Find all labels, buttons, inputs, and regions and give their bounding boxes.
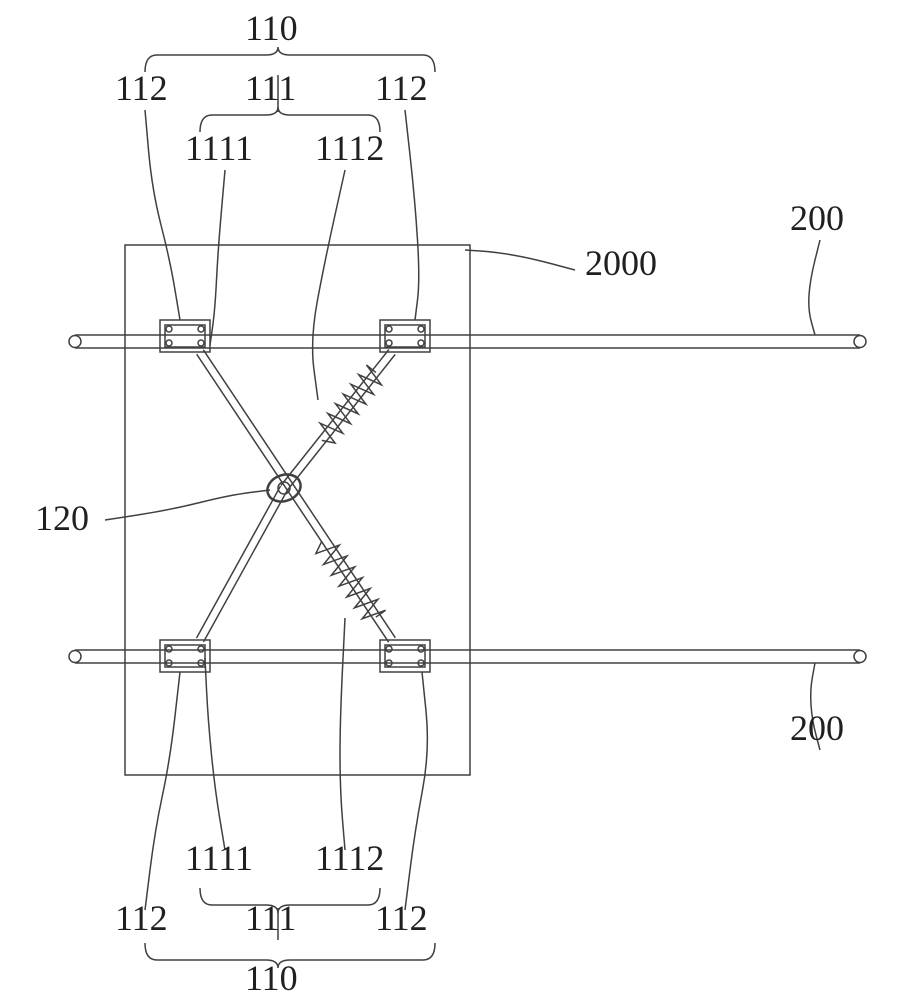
leader-top_112_l (145, 110, 180, 320)
label-r_200_l: 200 (790, 708, 844, 748)
leader-bot_112_r (405, 672, 427, 910)
leader-r_200_u (809, 240, 820, 335)
leader-bot_1111 (205, 658, 225, 850)
label-bot_112_r: 112 (375, 898, 428, 938)
label-top_112_r: 112 (375, 68, 428, 108)
label-top_1111: 1111 (185, 128, 253, 168)
label-top_112_l: 112 (115, 68, 168, 108)
leader-l_120 (105, 490, 270, 520)
label-top_111: 111 (245, 68, 296, 108)
leader-top_112_r (405, 110, 419, 320)
label-bot_1111: 1111 (185, 838, 253, 878)
label-bot_1112: 1112 (315, 838, 384, 878)
label-r_2000: 2000 (585, 243, 657, 283)
label-top_1112: 1112 (315, 128, 384, 168)
leader-top_1112 (313, 170, 345, 400)
leader-r_2000 (465, 250, 575, 270)
label-l_120: 120 (35, 498, 89, 538)
leader-bot_1112 (340, 618, 345, 850)
label-bot_112_l: 112 (115, 898, 168, 938)
label-bot_group: 110 (245, 958, 298, 998)
leader-top_1111 (210, 170, 225, 345)
label-r_200_u: 200 (790, 198, 844, 238)
label-bot_111: 111 (245, 898, 296, 938)
label-top_group: 110 (245, 8, 298, 48)
leader-bot_112_l (145, 672, 180, 910)
